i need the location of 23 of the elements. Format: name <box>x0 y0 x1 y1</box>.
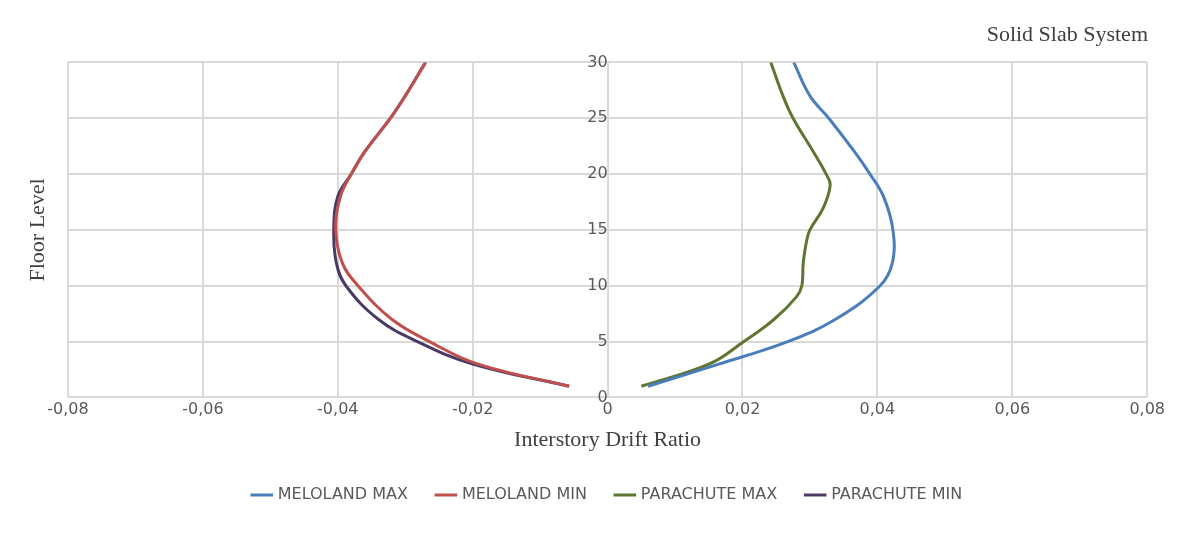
y-tick-label: 25 <box>587 107 608 127</box>
y-tick-label: 30 <box>587 51 608 71</box>
x-tick-label: -0,08 <box>47 399 89 419</box>
x-tick-label: 0,08 <box>1129 399 1165 419</box>
legend-label: MELOLAND MIN <box>461 484 587 504</box>
y-tick-label: 15 <box>587 219 608 239</box>
chart-title: Solid Slab System <box>986 20 1148 46</box>
y-tick-label: 5 <box>597 330 608 350</box>
x-tick-label: 0,04 <box>859 399 896 419</box>
legend-label: PARACHUTE MAX <box>640 484 778 504</box>
x-tick-label: -0,04 <box>317 399 359 419</box>
x-tick-label: -0,06 <box>182 399 224 419</box>
legend-label: MELOLAND MAX <box>277 484 408 504</box>
y-axis-title: Floor Level <box>23 178 49 282</box>
x-tick-label: 0,02 <box>724 399 761 419</box>
line-series <box>639 62 832 388</box>
y-tick-label: 10 <box>587 274 608 294</box>
x-tick-label: -0,02 <box>451 399 494 419</box>
x-axis-title: Interstory Drift Ratio <box>514 425 702 451</box>
x-tick-label: 0,06 <box>994 399 1031 419</box>
y-tick-label: 20 <box>587 163 608 183</box>
line-series <box>646 62 896 388</box>
legend-label: PARACHUTE MIN <box>831 484 963 504</box>
